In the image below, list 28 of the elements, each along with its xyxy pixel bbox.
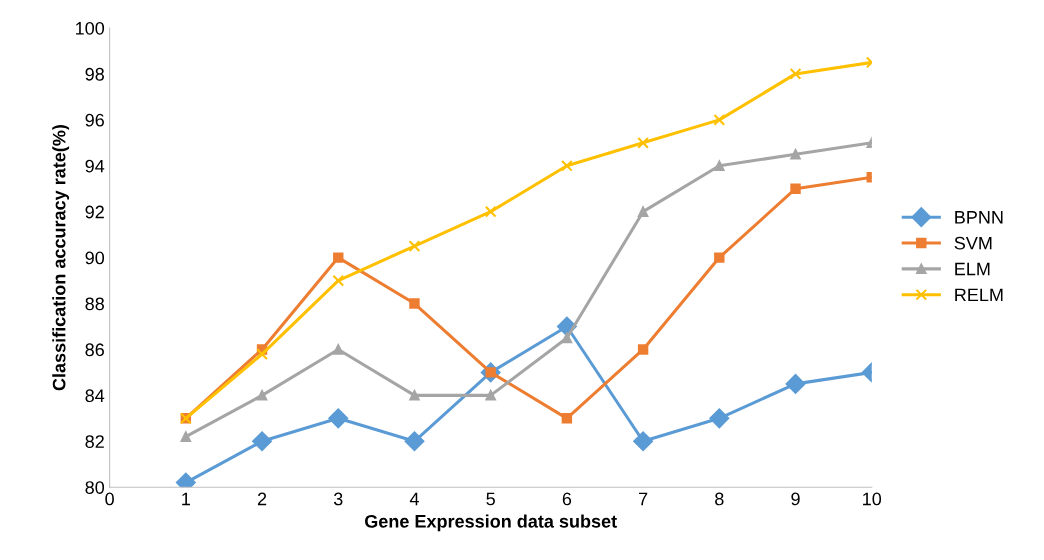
y-tick-label: 82 — [85, 435, 104, 448]
x-tick-label: 2 — [257, 492, 267, 506]
y-axis-title: Classification accuracy rate(%) — [52, 125, 70, 391]
x-tick-label: 3 — [333, 492, 343, 506]
y-tick-label: 88 — [85, 297, 104, 311]
x-tick-label: 5 — [486, 492, 495, 506]
y-tick-label: 92 — [85, 205, 104, 219]
x-tick-label: 9 — [791, 492, 800, 506]
x-tick-label: 6 — [562, 492, 572, 506]
x-tick-label: 1 — [182, 492, 190, 506]
y-tick-label: 90 — [85, 251, 105, 265]
x-tick-label: 4 — [409, 492, 419, 506]
y-tick-label: 98 — [85, 67, 104, 81]
x-axis-title: Gene Expression data subset — [365, 514, 617, 532]
x-tick-label: 7 — [639, 492, 648, 506]
legend-label: SVM — [954, 236, 992, 250]
legend-label: ELM — [955, 262, 990, 276]
y-tick-label: 80 — [85, 481, 105, 494]
x-tick-label: 0 — [105, 492, 114, 506]
x-tick-label: 8 — [715, 492, 724, 506]
y-tick-label: 84 — [85, 389, 105, 403]
y-tick-label: 100 — [76, 21, 105, 35]
legend-label: RELM — [955, 288, 1003, 302]
y-tick-label: 94 — [85, 159, 105, 173]
legend-label: BPNN — [955, 211, 1003, 224]
y-tick-label: 96 — [85, 113, 104, 127]
x-tick-label: 10 — [863, 492, 882, 506]
y-tick-label: 86 — [85, 343, 104, 357]
